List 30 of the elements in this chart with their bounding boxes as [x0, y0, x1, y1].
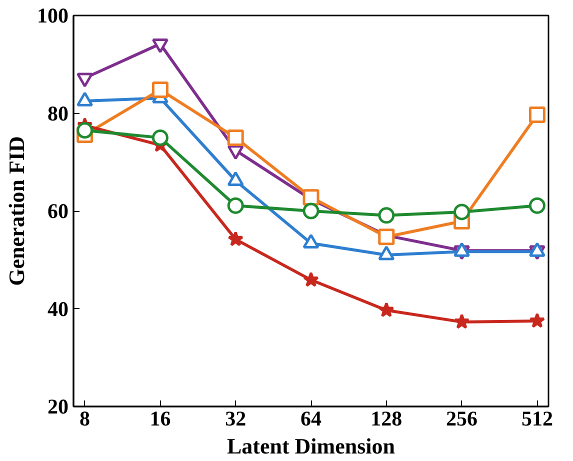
point	[227, 197, 244, 214]
x-tick-label: 8	[80, 406, 90, 430]
x-tick-label: 32	[225, 406, 246, 430]
point	[303, 272, 319, 287]
point	[529, 312, 546, 328]
point	[302, 189, 320, 206]
y-tick-label: 60	[48, 199, 68, 223]
y-tick-label: 100	[37, 4, 68, 28]
y-tick-label: 80	[48, 101, 68, 126]
y-tick-label: 40	[48, 296, 68, 321]
y-tick-label: 20	[48, 394, 68, 418]
x-tick-label: 16	[150, 406, 171, 430]
point	[528, 106, 546, 123]
y-axis-title: Generation FID	[4, 136, 29, 286]
point	[152, 82, 168, 98]
point	[227, 129, 244, 146]
point	[528, 197, 546, 214]
point	[228, 231, 244, 246]
point	[378, 302, 394, 318]
x-axis-title: Latent Dimension	[226, 434, 396, 458]
point	[152, 129, 168, 146]
point	[302, 202, 320, 220]
point	[454, 314, 470, 329]
x-tick-label: 512	[521, 406, 553, 430]
x-tick-label: 128	[370, 406, 402, 430]
point	[76, 122, 94, 139]
point	[454, 204, 470, 220]
x-tick-label: 256	[446, 406, 478, 430]
x-tick-label: 64	[300, 406, 322, 430]
point	[378, 207, 395, 224]
